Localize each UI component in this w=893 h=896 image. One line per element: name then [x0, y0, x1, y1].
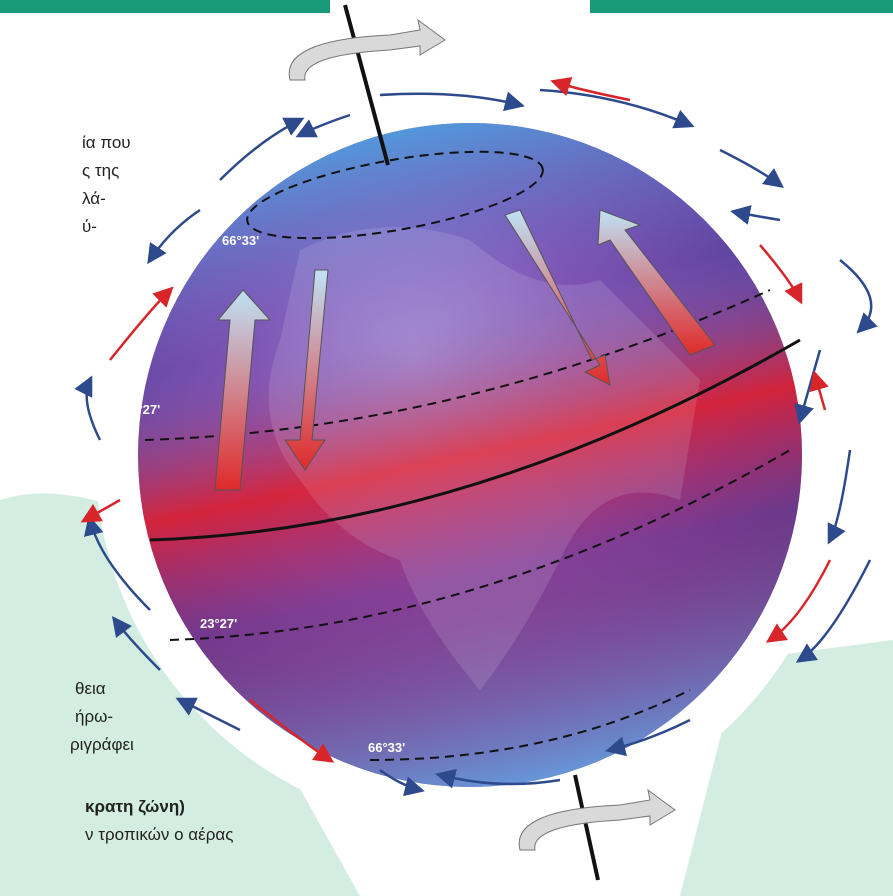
latitude-label: 23°27'	[123, 402, 160, 417]
latitude-lines	[144, 4, 801, 881]
body-line: ήρω-	[75, 707, 113, 726]
body-line: ν τροπικών ο αέρας	[85, 825, 233, 844]
latitude-label: 66°33'	[222, 233, 259, 248]
landmass	[268, 227, 700, 690]
latitude-label: 23°27'	[200, 616, 237, 631]
body-line: λά-	[82, 189, 106, 208]
body-line: ς της	[82, 161, 119, 180]
latitude-label: 66°33'	[368, 740, 405, 755]
circulation-arrows	[74, 77, 878, 797]
body-line: ριγράφει	[70, 735, 134, 754]
body-line: ύ-	[82, 217, 97, 236]
top-bar	[0, 0, 330, 13]
top-bar	[590, 0, 893, 13]
convection-cells	[214, 209, 716, 491]
rotation-arrows	[288, 18, 676, 851]
body-line: θεια	[75, 679, 106, 698]
body-line: ία που	[82, 133, 131, 152]
latitude-label: 0°	[122, 514, 134, 529]
panel	[0, 493, 360, 896]
heading: κρατη ζώνη)	[85, 797, 185, 816]
globe-zones	[138, 123, 802, 787]
